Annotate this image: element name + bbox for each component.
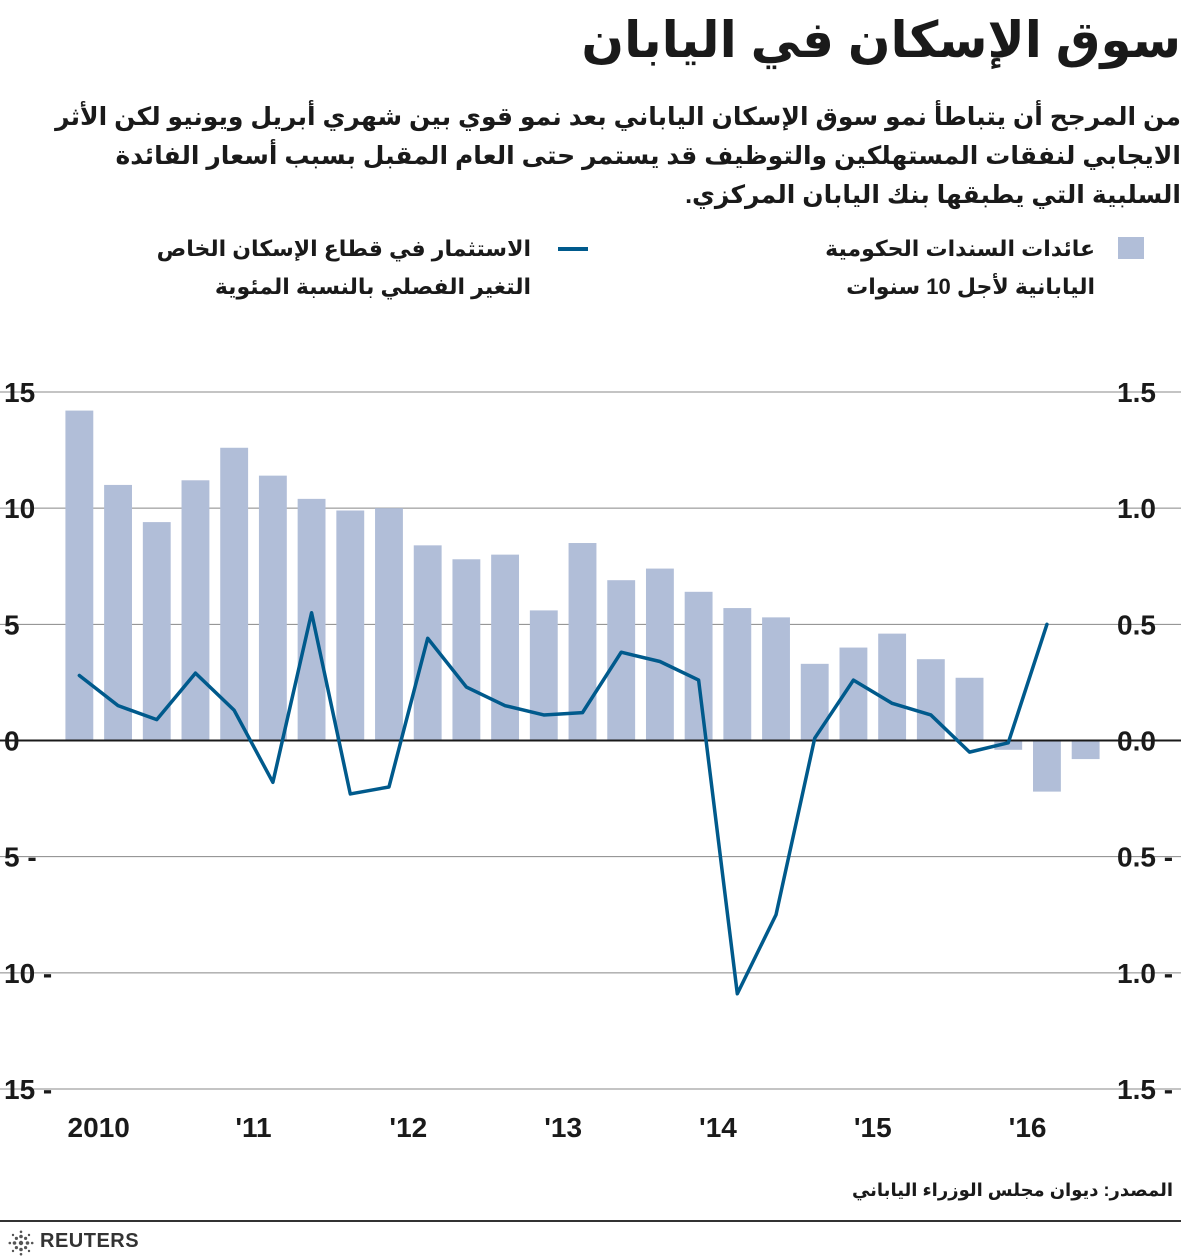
right-axis-tick-label: 0.5 -: [1117, 842, 1173, 873]
bar: [142, 522, 171, 741]
legend-line-label: الاستثمار في قطاع الإسكان الخاص التغير ا…: [91, 230, 531, 306]
x-axis-tick-label: '15: [854, 1112, 892, 1143]
x-axis-tick-label: '12: [389, 1112, 427, 1143]
right-axis-tick-label: 0.5: [1117, 609, 1156, 640]
bar: [220, 447, 249, 741]
right-axis-tick-label: 1.5: [1117, 377, 1156, 408]
legend-bar-swatch: [1118, 237, 1144, 259]
reuters-logo-icon: [8, 1230, 34, 1256]
bar: [452, 559, 481, 741]
bar: [916, 659, 945, 741]
chart-title: سوق الإسكان في اليابان: [581, 12, 1181, 68]
bar: [65, 410, 94, 741]
right-axis-tick-label: 0.0: [1117, 726, 1156, 757]
left-axis-tick-label: 0: [4, 726, 20, 757]
right-axis-tick-label: 1.0: [1117, 493, 1156, 524]
bar: [800, 663, 829, 741]
chart-subtitle: من المرجح أن يتباطأ نمو سوق الإسكان اليا…: [55, 103, 1181, 209]
bar: [994, 740, 1023, 750]
right-axis-tick-label: 1.5 -: [1117, 1074, 1173, 1105]
line-series: [77, 610, 1049, 996]
bar: [645, 568, 674, 741]
bar: [529, 610, 558, 741]
left-axis-tick-label: 15: [4, 377, 35, 408]
legend-line-swatch: [558, 247, 588, 251]
legend-bars-label: عائدات السندات الحكومية اليابانية لأجل 1…: [775, 230, 1095, 306]
bar: [955, 677, 984, 741]
bar: [607, 580, 636, 741]
bar: [684, 591, 713, 741]
bar: [104, 484, 132, 741]
footer-divider: [0, 1220, 1181, 1222]
x-axis-tick-label: '14: [699, 1112, 737, 1143]
bar: [258, 475, 287, 741]
bar: [336, 510, 365, 741]
left-axis-tick-label: 10 -: [4, 958, 52, 989]
left-axis-tick-label: 5: [4, 609, 20, 640]
left-axis-tick-label: 5 -: [4, 842, 37, 873]
x-axis-tick-label: 2010: [68, 1112, 130, 1143]
x-axis-tick-label: '16: [1009, 1112, 1047, 1143]
legend-bars-line2: اليابانية لأجل 10 سنوات: [846, 274, 1095, 299]
bar: [878, 633, 907, 741]
x-axis-tick-label: '13: [544, 1112, 582, 1143]
brand-name: REUTERS: [40, 1230, 140, 1252]
legend-bars-line1: عائدات السندات الحكومية: [825, 236, 1095, 261]
bar: [1071, 740, 1100, 760]
left-axis-tick-label: 10: [4, 493, 35, 524]
bar: [723, 608, 752, 741]
legend-line-line2: التغير الفصلي بالنسبة المئوية: [214, 274, 531, 299]
bar: [1033, 740, 1061, 792]
bar: [568, 543, 597, 741]
left-axis-tick-label: 15 -: [4, 1074, 52, 1105]
bar: [762, 617, 790, 741]
legend-line-line1: الاستثمار في قطاع الإسكان الخاص: [156, 236, 531, 261]
bar: [491, 554, 520, 741]
source-note: المصدر: ديوان مجلس الوزراء الياباني: [851, 1180, 1173, 1200]
right-axis-tick-label: 1.0 -: [1117, 958, 1173, 989]
x-axis-tick-label: '11: [235, 1112, 271, 1143]
bar: [181, 480, 210, 741]
bar: [375, 508, 403, 741]
